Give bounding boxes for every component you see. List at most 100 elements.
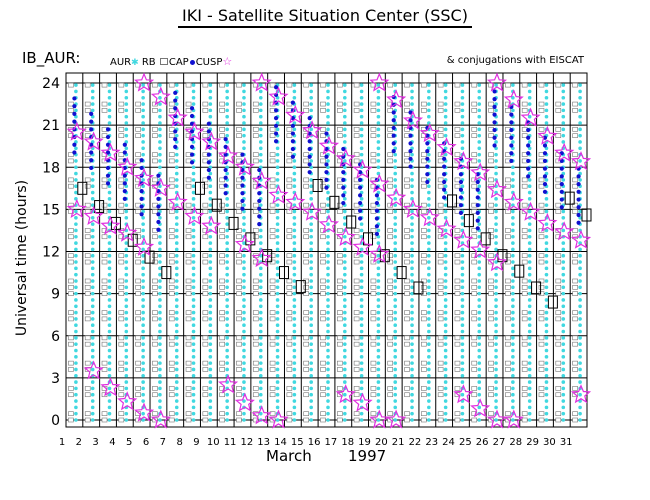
aur-mark xyxy=(359,114,364,119)
cap-mark xyxy=(538,202,545,208)
cap-mark xyxy=(421,310,427,315)
aur-mark xyxy=(174,133,179,138)
cap-mark xyxy=(404,202,410,208)
cap-mark xyxy=(101,253,108,259)
cap-mark xyxy=(370,291,377,296)
cap-mark xyxy=(252,335,259,341)
cap-mark xyxy=(555,209,562,214)
cap-mark xyxy=(303,316,309,322)
aur-mark xyxy=(561,405,566,410)
aur-mark xyxy=(393,228,398,233)
aur-mark xyxy=(376,373,381,378)
aur-mark xyxy=(90,95,95,100)
cusp-mark xyxy=(139,204,144,209)
cap-mark xyxy=(471,310,478,315)
aur-mark xyxy=(174,418,179,422)
cap-mark xyxy=(286,417,293,423)
aur-mark xyxy=(275,304,280,309)
aur-mark xyxy=(90,222,95,226)
aur-mark xyxy=(511,247,515,252)
cusp-mark xyxy=(391,141,396,146)
aur-mark xyxy=(275,260,280,264)
aur-mark xyxy=(511,178,515,182)
aur-mark xyxy=(561,95,566,100)
cusp-mark xyxy=(105,173,111,178)
cap-mark xyxy=(437,417,444,423)
cap-mark xyxy=(320,127,326,132)
aur-mark xyxy=(309,380,313,384)
aur-mark xyxy=(225,411,229,416)
aur-mark xyxy=(393,348,398,353)
aur-mark xyxy=(124,418,129,422)
aur-mark xyxy=(343,89,347,94)
cusp-mark xyxy=(425,172,430,177)
aur-mark xyxy=(258,329,263,334)
cap-mark xyxy=(84,316,91,322)
legend: AUR✱ RB CAP CUSP☆ xyxy=(110,55,232,68)
aur-mark xyxy=(326,399,330,403)
aur-mark xyxy=(107,102,112,106)
aur-mark xyxy=(124,102,129,106)
aur-mark xyxy=(225,203,229,207)
aur-mark xyxy=(326,367,330,372)
aur-mark xyxy=(544,272,549,277)
aur-mark xyxy=(292,380,297,384)
eiscat-star xyxy=(83,131,104,151)
aur-mark xyxy=(174,209,179,214)
cap-mark xyxy=(168,127,175,132)
cap-mark xyxy=(252,202,259,208)
aur-mark xyxy=(292,253,297,258)
aur-mark xyxy=(107,329,112,334)
aur-mark xyxy=(376,317,381,321)
aur-mark xyxy=(511,355,515,359)
aur-mark xyxy=(427,392,431,397)
cusp-mark xyxy=(257,167,262,173)
cap-mark xyxy=(538,341,545,347)
aur-mark xyxy=(258,127,263,132)
aur-mark xyxy=(443,127,448,132)
aur-mark xyxy=(90,108,95,113)
cap-mark xyxy=(538,209,545,214)
cap-mark xyxy=(555,392,562,398)
aur-mark xyxy=(343,355,347,359)
aur-mark xyxy=(275,373,280,378)
cap-mark xyxy=(101,183,108,189)
cap-mark xyxy=(471,82,478,88)
x-tick-label: 23 xyxy=(425,437,438,448)
cap-mark xyxy=(353,202,360,208)
cusp-mark xyxy=(173,90,178,95)
aur-mark xyxy=(460,216,465,220)
eiscat-star xyxy=(503,89,524,109)
cusp-mark xyxy=(173,137,178,142)
aur-mark xyxy=(561,329,566,334)
cap-mark xyxy=(236,101,242,107)
aur-mark xyxy=(343,133,347,138)
aur-mark xyxy=(410,329,414,334)
aur-mark xyxy=(242,373,246,378)
aur-mark xyxy=(258,228,263,233)
aur-mark xyxy=(376,291,381,296)
cap-mark xyxy=(152,101,158,107)
cap-mark xyxy=(202,253,209,259)
aur-mark xyxy=(107,95,112,100)
y-tick-label: 12 xyxy=(42,245,60,261)
cap-mark xyxy=(168,183,175,189)
cap-mark xyxy=(202,228,209,233)
cap-mark xyxy=(68,234,74,240)
cap-mark xyxy=(84,341,91,347)
cap-mark xyxy=(286,341,293,347)
cusp-mark xyxy=(341,200,346,206)
aur-mark xyxy=(410,392,414,397)
cap-mark xyxy=(84,177,91,183)
aur-mark xyxy=(258,146,263,151)
eiscat-star xyxy=(369,409,390,429)
cusp-mark xyxy=(122,189,127,194)
aur-mark xyxy=(578,367,582,372)
aur-mark xyxy=(141,146,145,151)
eiscat-star xyxy=(301,120,323,140)
cusp-mark xyxy=(475,195,480,200)
cap-mark xyxy=(84,228,91,233)
x-tick-label: 1 xyxy=(59,437,65,448)
aur-mark xyxy=(208,336,213,340)
aur-mark xyxy=(275,272,280,277)
